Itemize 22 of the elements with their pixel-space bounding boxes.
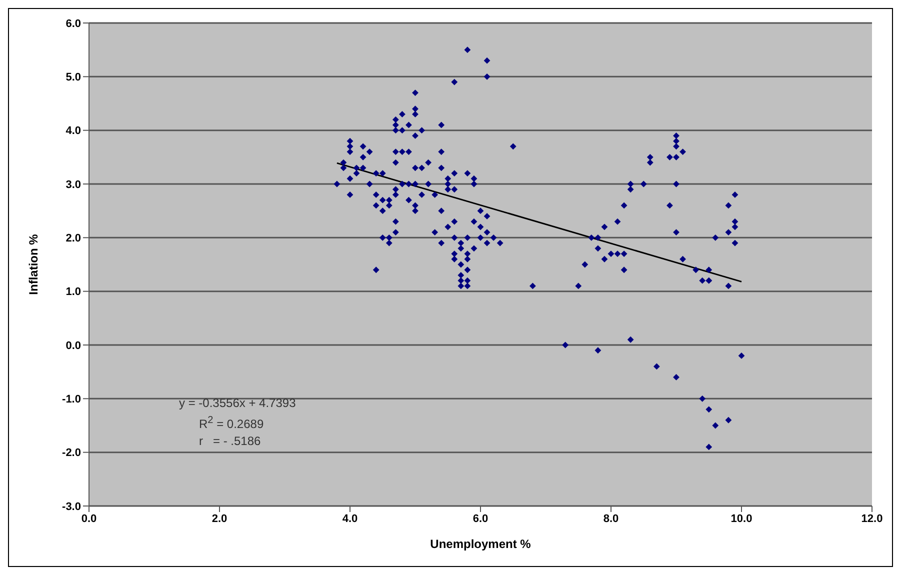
y-tick-label: 2.0 [66,232,81,245]
x-tick-label: 4.0 [342,512,358,525]
y-tick-label: -3.0 [62,500,81,513]
y-tick-label: -1.0 [62,394,81,406]
y-tick-label: 0.0 [66,340,81,352]
x-tick-label: 12.0 [861,512,883,525]
x-tick-label: 6.0 [472,512,488,525]
x-tick-label: 2.0 [212,512,228,525]
y-tick-label: 5.0 [66,72,81,84]
y-tick-label: 1.0 [66,286,81,298]
annotation: y = -0.3556x + 4.7393 [179,395,296,412]
x-tick-label: 8.0 [603,512,619,525]
annotation: r = - .5186 [198,433,262,450]
y-tick-label: -2.0 [62,447,81,460]
y-tick-label: 4.0 [66,125,81,138]
y-axis-title: Inflation % [26,234,40,295]
x-tick-label: 10.0 [730,512,752,525]
y-tick-label: 6.0 [66,18,81,30]
y-tick-label: 3.0 [66,178,81,191]
x-axis-title: Unemployment % [430,537,532,551]
annotation: R$^{2}$ = 0.2689 [198,414,265,433]
x-tick-label: 0.0 [81,512,97,525]
